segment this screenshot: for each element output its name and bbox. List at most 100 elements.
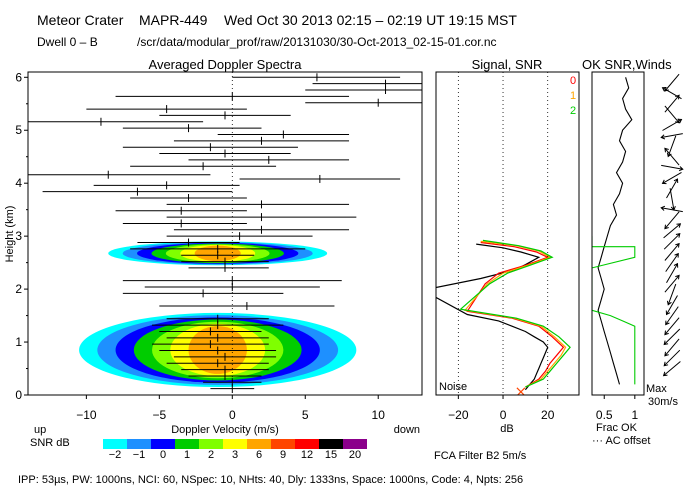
snr-frame: [435, 71, 580, 396]
colorbar-swatch: [103, 439, 127, 449]
spectra-plot: [28, 72, 422, 395]
snr-series-2: [459, 239, 571, 388]
snr-series-0: [466, 241, 565, 388]
legend-snr-1: 1: [570, 90, 576, 102]
snr-xtick-label: 0: [500, 408, 507, 422]
colorbar-tick-label: 15: [325, 449, 337, 461]
ok-axes: 0.5 1: [596, 395, 638, 422]
wind-barb-arrow: [664, 105, 680, 124]
noise-label: Noise: [439, 381, 467, 393]
wind-barb-arrow: [669, 188, 676, 211]
legend-snr-0: 0: [570, 75, 576, 87]
wind-barb-arrow: [663, 349, 681, 367]
wind-barb-arrow: [660, 133, 683, 140]
snr-series-signal: [436, 243, 549, 391]
ac-offset-note: ··· AC offset: [592, 435, 650, 447]
colorbar-tick-label: 12: [301, 449, 313, 461]
colorbar-tick-label: −2: [109, 449, 122, 461]
wind-barb-arrow: [665, 295, 678, 316]
wind-barb-arrow: [664, 147, 680, 166]
spectra-ylabel: Height (km): [4, 206, 16, 263]
moment-marks: [28, 72, 422, 395]
colorbar-tick-label: 1: [184, 449, 190, 461]
wind-barb-arrow: [666, 262, 679, 283]
wind-barb-arrow: [666, 178, 679, 199]
spectra-xtick-label: −5: [152, 408, 166, 422]
ok-frame: [591, 71, 645, 396]
noise-marker: [516, 387, 526, 395]
wind-barb-arrow: [661, 164, 684, 172]
colorbar-tick-label: 2: [208, 449, 214, 461]
snr-lines: [436, 239, 571, 395]
ok-xtick-label: 0.5: [596, 408, 613, 422]
colorbar-swatch: [295, 439, 319, 449]
header-site: Meteor Crater: [37, 12, 124, 28]
snr-xlabel: dB: [500, 423, 513, 435]
wind-barb-arrow: [664, 94, 680, 113]
wind-max-label: Max: [646, 383, 667, 395]
wind-barb-arrow: [662, 361, 681, 377]
up-label: up: [34, 424, 46, 436]
colorbar-swatch: [175, 439, 199, 449]
wind-barb-arrow: [661, 171, 682, 185]
colorbar-swatch: [343, 439, 367, 449]
snr-axes: −20 0 20: [448, 72, 555, 422]
ok-plot: [592, 77, 636, 385]
spectra-ytick-label: 3: [15, 229, 22, 243]
colorbar-swatch: [271, 439, 295, 449]
wind-barb-arrow: [663, 328, 681, 346]
ok-xtick-label: 1: [631, 408, 638, 422]
header-dwell: Dwell 0 – B: [37, 35, 98, 49]
wind-barb-arrow: [663, 233, 681, 250]
colorbar-tick-label: 9: [280, 449, 286, 461]
colorbar-swatch: [199, 439, 223, 449]
spectra-xtick-label: −10: [76, 408, 97, 422]
spectra-title: Averaged Doppler Spectra: [149, 57, 303, 72]
snr-xtick-label: −20: [448, 408, 469, 422]
spectra-ytick-label: 4: [15, 176, 22, 190]
snr-xtick-label: 20: [541, 408, 555, 422]
colorbar-swatch: [151, 439, 175, 449]
wind-barb-arrow: [664, 274, 680, 293]
header-instrument: MAPR-449: [139, 12, 208, 28]
spectra-ytick-label: 0: [15, 388, 22, 402]
wind-barb-arrow: [664, 211, 680, 230]
wind-barbs: [660, 73, 684, 377]
winds-title: OK SNR,Winds: [582, 57, 672, 72]
colorbar-tick-label: 20: [349, 449, 361, 461]
wind-barb-arrow: [666, 283, 677, 306]
spectra-ytick-label: 2: [15, 282, 22, 296]
snr-plot: [436, 239, 571, 395]
spectra-xlabel: Doppler Velocity (m/s): [171, 424, 279, 436]
down-label: down: [394, 424, 420, 436]
wind-barb-arrow: [664, 242, 680, 261]
snr-series-1: [463, 240, 567, 388]
spectra-ytick-label: 6: [15, 70, 22, 84]
spectra-xtick-label: 5: [302, 408, 309, 422]
header-time: Wed Oct 30 2013 02:15 – 02:19 UT 19:15 M…: [224, 12, 517, 28]
colorbar-swatch: [319, 439, 343, 449]
wind-barb-arrow: [663, 223, 682, 239]
spectra-ytick-label: 1: [15, 335, 22, 349]
wind-barb-arrow: [665, 306, 679, 326]
spectra-frame: [27, 71, 423, 396]
spectra-xtick-label: 0: [229, 408, 236, 422]
colorbar-tick-label: 0: [160, 449, 166, 461]
spectra-ytick-label: 5: [15, 123, 22, 137]
wind-barb-arrow: [665, 252, 679, 272]
ok-series-frac_ok: [597, 77, 633, 385]
ok-lines: [592, 77, 636, 385]
spectra-xtick-label: 10: [372, 408, 386, 422]
ok-series-snr_ok: [592, 236, 636, 385]
colorbar-tick-label: 6: [256, 449, 262, 461]
header-path: /scr/data/modular_prof/raw/20131030/30-O…: [137, 35, 497, 49]
fca-filter: FCA Filter B2 5m/s: [434, 450, 527, 462]
wind-max-value: 30m/s: [648, 396, 678, 408]
snr-title: Signal, SNR: [472, 57, 543, 72]
ok-xlabel: Frac OK: [596, 422, 638, 434]
colorbar-tick-label: 3: [232, 449, 238, 461]
wind-barb-arrow: [660, 205, 683, 213]
colorbar-tick-label: −1: [133, 449, 146, 461]
wind-barb-arrow: [664, 338, 680, 357]
